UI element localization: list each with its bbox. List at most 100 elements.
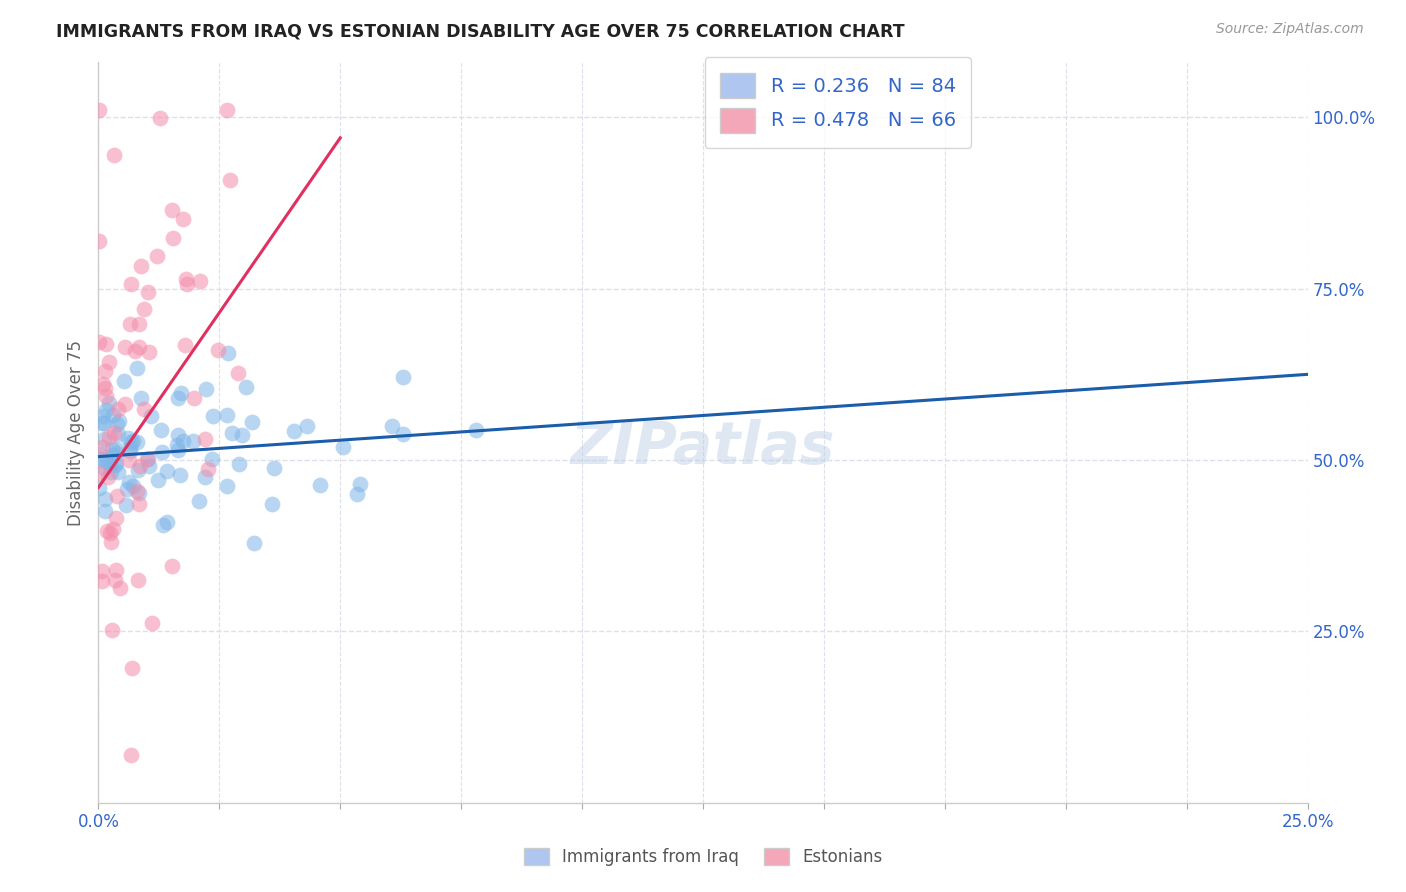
Legend: Immigrants from Iraq, Estonians: Immigrants from Iraq, Estonians [515, 840, 891, 875]
Point [90, 452, 112, 467]
Point [96, 402, 118, 417]
Point [114, 341, 136, 355]
Point [94, 364, 117, 378]
Point [118, 453, 141, 467]
Point [91, 440, 114, 454]
Point [176, 277, 198, 292]
Point [332, 440, 354, 454]
Point [172, 212, 194, 227]
Point [120, 277, 142, 292]
Point [194, 382, 217, 396]
Point [129, 260, 152, 274]
Point [243, 536, 266, 550]
Point [228, 458, 250, 472]
Point [93, 432, 115, 446]
Point [464, 423, 486, 437]
Point [207, 343, 229, 357]
Point [391, 427, 413, 442]
Point [120, 434, 142, 449]
Point [221, 426, 243, 441]
Point [93, 417, 115, 431]
Point [141, 615, 163, 630]
Point [172, 434, 194, 449]
Point [94, 504, 117, 518]
Point [98, 458, 121, 473]
Point [134, 401, 156, 416]
Point [105, 457, 128, 471]
Point [138, 345, 160, 359]
Y-axis label: Disability Age Over 75: Disability Age Over 75 [66, 340, 84, 525]
Point [183, 391, 205, 405]
Point [194, 469, 217, 483]
Point [118, 444, 141, 458]
Point [89, 466, 111, 480]
Point [346, 487, 368, 501]
Point [90, 565, 112, 579]
Point [215, 409, 238, 423]
Point [160, 203, 183, 218]
Point [146, 473, 169, 487]
Point [105, 446, 128, 460]
Point [160, 559, 183, 574]
Point [190, 273, 212, 287]
Point [309, 478, 332, 492]
Point [194, 432, 217, 446]
Point [167, 428, 190, 442]
Point [149, 111, 172, 125]
Point [167, 391, 190, 405]
Point [94, 381, 117, 395]
Text: ZIPatlas: ZIPatlas [571, 419, 835, 476]
Point [392, 370, 415, 384]
Point [105, 511, 128, 525]
Point [235, 379, 257, 393]
Point [87, 235, 110, 249]
Point [260, 497, 283, 511]
Point [217, 479, 239, 493]
Point [141, 409, 163, 423]
Point [87, 481, 110, 495]
Point [101, 624, 124, 638]
Point [297, 419, 319, 434]
Point [118, 441, 141, 455]
Point [128, 458, 150, 473]
Point [219, 172, 242, 186]
Point [98, 396, 121, 410]
Point [118, 318, 141, 332]
Point [101, 522, 124, 536]
Point [166, 438, 188, 452]
Point [173, 338, 195, 352]
Point [87, 334, 110, 349]
Point [107, 401, 129, 416]
Point [138, 459, 160, 474]
Point [187, 494, 209, 508]
Point [94, 389, 117, 403]
Point [117, 475, 139, 489]
Point [91, 574, 114, 589]
Point [150, 445, 173, 459]
Point [169, 468, 191, 483]
Point [125, 361, 148, 376]
Point [104, 573, 127, 587]
Point [97, 429, 120, 443]
Point [136, 451, 159, 466]
Point [115, 498, 138, 512]
Point [201, 452, 224, 467]
Point [166, 443, 188, 458]
Point [170, 385, 193, 400]
Point [156, 515, 179, 529]
Point [105, 564, 128, 578]
Point [91, 416, 114, 430]
Point [104, 442, 127, 456]
Point [176, 272, 198, 286]
Point [103, 148, 125, 162]
Point [107, 427, 129, 442]
Point [381, 418, 404, 433]
Point [127, 463, 149, 477]
Point [117, 431, 139, 445]
Point [100, 534, 122, 549]
Point [114, 397, 136, 411]
Point [349, 476, 371, 491]
Point [217, 346, 239, 360]
Point [231, 428, 253, 442]
Point [128, 340, 150, 354]
